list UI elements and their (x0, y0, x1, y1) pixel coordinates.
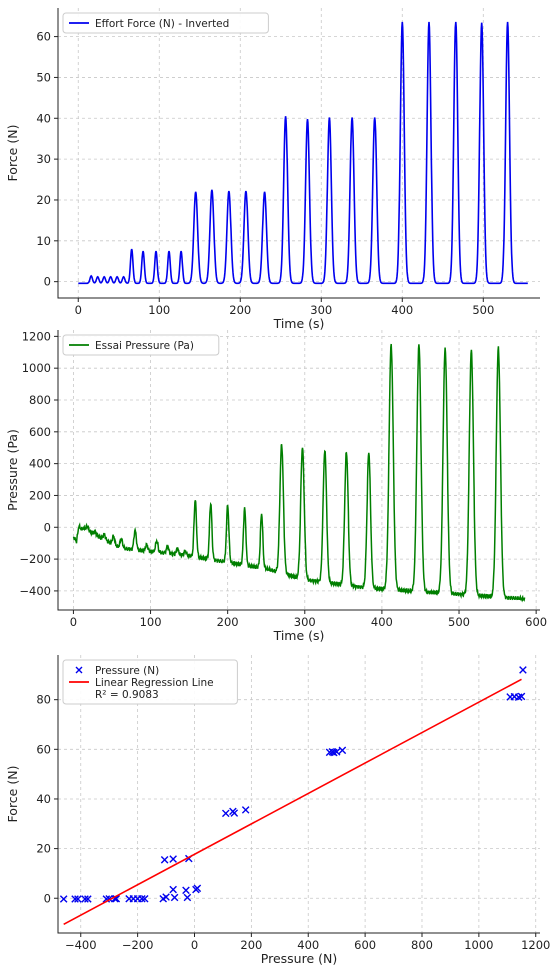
legend-label: Pressure (N) (95, 665, 159, 677)
x-tick-label: 0 (70, 615, 77, 629)
legend-label: Effort Force (N) - Inverted (95, 18, 229, 30)
x-tick-label: 100 (148, 303, 170, 317)
y-tick-label: 1200 (22, 329, 51, 343)
legend-frame (62, 659, 238, 705)
scatter-point (169, 885, 177, 894)
y-tick-label: 0 (44, 891, 51, 905)
scatter-point (183, 893, 192, 902)
axis-spines (57, 655, 540, 934)
y-tick-label: 20 (36, 842, 51, 856)
y-axis-label: Force (N) (5, 125, 20, 182)
legend: Effort Force (N) - Inverted (62, 12, 269, 34)
y-tick-label: 30 (36, 152, 51, 166)
scatter-point (221, 809, 230, 818)
y-tick-label: 1000 (22, 361, 51, 375)
scatter-point (332, 748, 341, 756)
x-tick-label: 800 (411, 938, 433, 952)
x-tick-label: 200 (217, 615, 239, 629)
scatter-point (169, 855, 177, 863)
y-tick-label: 20 (36, 193, 51, 207)
x-axis-label: Time (s) (273, 316, 325, 331)
scatter-point (160, 855, 169, 864)
y-tick-label: −200 (19, 552, 51, 566)
scatter-point (59, 895, 68, 903)
y-tick-label: 400 (29, 457, 51, 471)
x-tick-label: 300 (294, 615, 316, 629)
legend-label: Linear Regression Line (95, 677, 214, 689)
x-tick-label: −200 (122, 938, 154, 952)
scatter-point (81, 895, 89, 903)
x-tick-label: 200 (240, 938, 262, 952)
x-tick-label: 0 (191, 938, 198, 952)
y-tick-label: 60 (36, 30, 51, 44)
scatter-point (517, 692, 526, 701)
axis-spines (57, 8, 540, 299)
chart-panel-3: −400 −200 0 200 400 600 800 1000 1200 0 20 40 60 80 Pr… (5, 655, 550, 966)
legend-label: R² = 0.9083 (95, 689, 159, 701)
y-axis-label: Pressure (Pa) (5, 429, 20, 511)
y-tick-label: 50 (36, 70, 51, 84)
axis-spines (57, 330, 540, 611)
x-tick-label: 0 (75, 303, 82, 317)
x-axis-label: Time (s) (273, 628, 325, 643)
x-tick-label: 400 (297, 938, 319, 952)
y-tick-label: 80 (36, 693, 51, 707)
scatter-point (84, 895, 92, 903)
scatter-point (170, 893, 179, 902)
y-tick-label: 40 (36, 792, 51, 806)
x-tick-label: 300 (310, 303, 332, 317)
y-tick-label: 40 (36, 111, 51, 125)
x-tick-label: 500 (472, 303, 494, 317)
x-tick-label: 400 (391, 303, 413, 317)
scatter-point (241, 806, 250, 814)
x-tick-label: 600 (525, 615, 547, 629)
y-tick-label: 600 (29, 425, 51, 439)
y-tick-label: 800 (29, 393, 51, 407)
y-tick-label: 10 (36, 234, 51, 248)
scatter-point (338, 746, 347, 755)
y-tick-label: −400 (19, 584, 51, 598)
scatter-point (182, 886, 190, 895)
x-axis-label: Pressure (N) (261, 951, 337, 966)
y-tick-label: 200 (29, 488, 51, 502)
y-tick-label: 0 (44, 520, 51, 534)
x-tick-label: 200 (229, 303, 251, 317)
scatter-point (162, 893, 170, 901)
x-tick-label: −400 (65, 938, 97, 952)
legend-frame (62, 334, 220, 356)
pressure-series-line (72, 343, 526, 603)
scatter-point (519, 666, 527, 674)
x-tick-label: 100 (140, 615, 162, 629)
chart-panel-1: 0 100 200 300 400 500 0 10 20 30 40 50 60 Time (s) For… (5, 8, 540, 331)
y-axis-label: Force (N) (5, 766, 20, 823)
x-tick-label: 1200 (521, 938, 550, 952)
legend: Essai Pressure (Pa) (62, 334, 220, 356)
force-series-line (78, 21, 528, 285)
legend-marker (75, 666, 83, 674)
scatter-point (193, 884, 202, 893)
scatter-point (138, 894, 146, 903)
scatter-point (71, 895, 79, 903)
y-tick-label: 0 (44, 275, 51, 289)
scatter-point (230, 809, 239, 817)
legend-frame (62, 12, 269, 34)
x-tick-label: 1000 (464, 938, 493, 952)
x-tick-label: 500 (448, 615, 470, 629)
y-tick-label: 60 (36, 742, 51, 756)
x-tick-label: 600 (354, 938, 376, 952)
scatter-point (74, 895, 82, 903)
regression-line (63, 678, 522, 926)
legend-label: Essai Pressure (Pa) (95, 340, 194, 352)
chart-panel-2: 0 100 200 300 400 500 600 −400 −200 0 200 400 600 800… (5, 329, 547, 643)
x-tick-label: 400 (371, 615, 393, 629)
scatter-point (140, 894, 149, 903)
